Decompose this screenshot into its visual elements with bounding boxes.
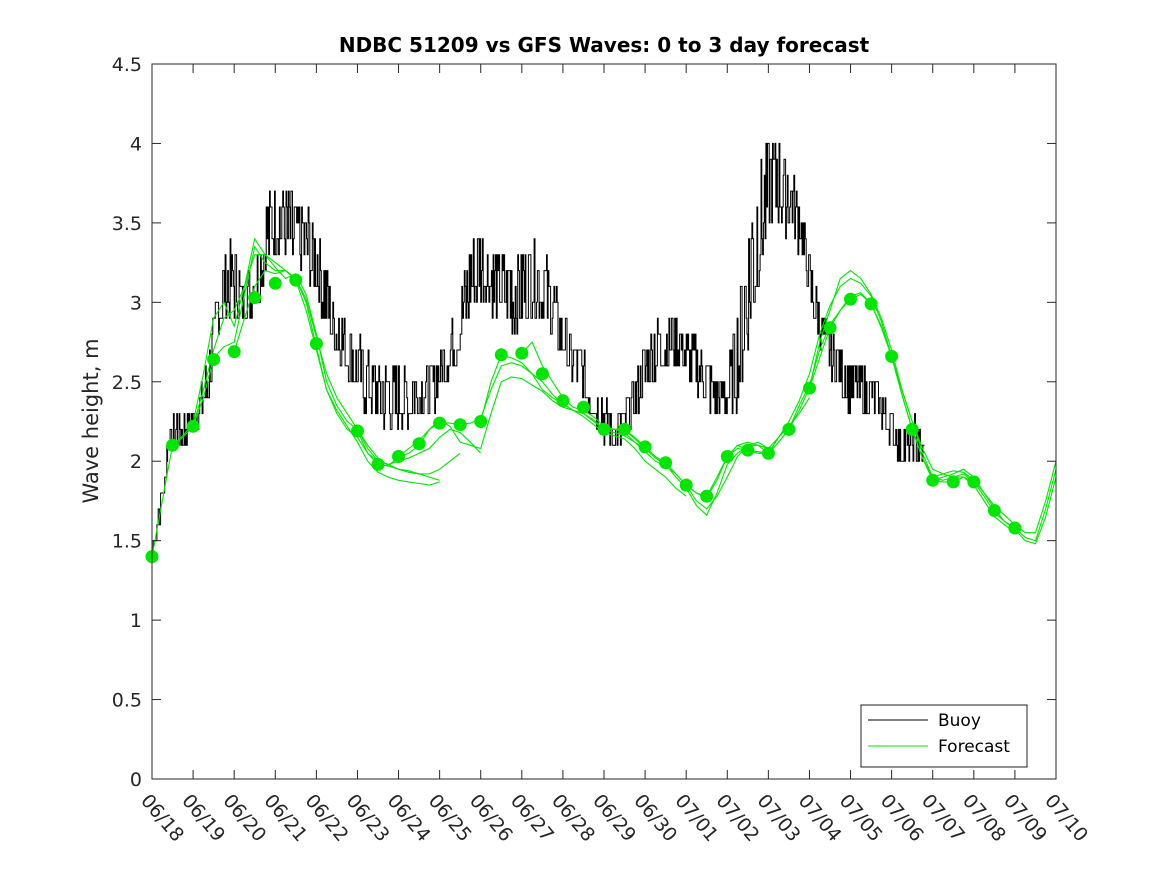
forecast-point [823, 321, 837, 335]
forecast-point [782, 422, 796, 436]
y-tick-label: 4 [130, 133, 142, 155]
y-tick-label: 1.5 [112, 531, 142, 553]
forecast-point [700, 489, 714, 503]
y-tick-label: 2 [130, 451, 142, 473]
forecast-point [207, 353, 221, 366]
forecast-point [351, 424, 364, 438]
series-layer [145, 142, 1057, 564]
forecast-point [946, 475, 960, 489]
chart-title: NDBC 51209 vs GFS Waves: 0 to 3 day fore… [339, 33, 870, 57]
forecast-point [1008, 521, 1022, 535]
forecast-point [412, 437, 426, 451]
forecast-run-line-11 [726, 277, 1016, 534]
forecast-point [577, 400, 590, 414]
forecast-point [638, 440, 652, 454]
y-tick-label: 4.5 [112, 54, 142, 76]
forecast-point [905, 422, 919, 436]
y-tick-label: 3 [130, 292, 142, 314]
forecast-point [987, 504, 1001, 517]
forecast-point [248, 291, 262, 305]
forecast-run-line-5 [356, 362, 646, 467]
forecast-point [453, 418, 467, 432]
forecast-point [515, 346, 529, 360]
forecast-point [392, 450, 405, 463]
forecast-point [474, 415, 488, 428]
forecast-point [618, 422, 631, 436]
forecast-point [289, 273, 303, 287]
forecast-point [494, 348, 508, 362]
forecast-point [741, 443, 755, 457]
forecast-run-line-6 [398, 376, 687, 497]
forecast-point [268, 276, 282, 290]
forecast-point [967, 475, 981, 489]
forecast-point [864, 297, 878, 311]
forecast-point [535, 367, 549, 381]
forecast-point [659, 456, 673, 470]
forecast-point [844, 292, 857, 306]
legend-label-buoy: Buoy [938, 711, 981, 731]
legend-box [860, 704, 1028, 768]
forecast-point [227, 345, 241, 359]
forecast-point [166, 438, 179, 452]
y-tick-label: 0.5 [112, 690, 142, 712]
buoy-series-line [152, 142, 925, 558]
legend-label-forecast: Forecast [938, 737, 1010, 757]
forecast-point [679, 478, 693, 492]
legend: Buoy Forecast [860, 704, 1028, 768]
forecast-point [761, 446, 775, 460]
y-tick-label: 2.5 [112, 372, 142, 394]
y-tick-label: 1 [130, 610, 142, 632]
forecast-run-line-3 [192, 254, 482, 465]
forecast-point [885, 349, 899, 363]
y-axis-label: Wave height, m [79, 338, 103, 503]
forecast-run-line-4 [233, 269, 440, 486]
forecast-point [720, 450, 734, 463]
forecast-point [926, 473, 940, 487]
forecast-run-line-2 [172, 237, 461, 475]
forecast-point [803, 381, 816, 395]
forecast-point [186, 419, 200, 433]
forecast-point [371, 457, 385, 471]
forecast-point [433, 416, 447, 430]
y-tick-label: 3.5 [112, 213, 142, 235]
forecast-point [309, 337, 323, 351]
forecast-point [556, 394, 570, 408]
y-tick-label: 0 [130, 769, 142, 791]
forecast-point [597, 422, 611, 436]
